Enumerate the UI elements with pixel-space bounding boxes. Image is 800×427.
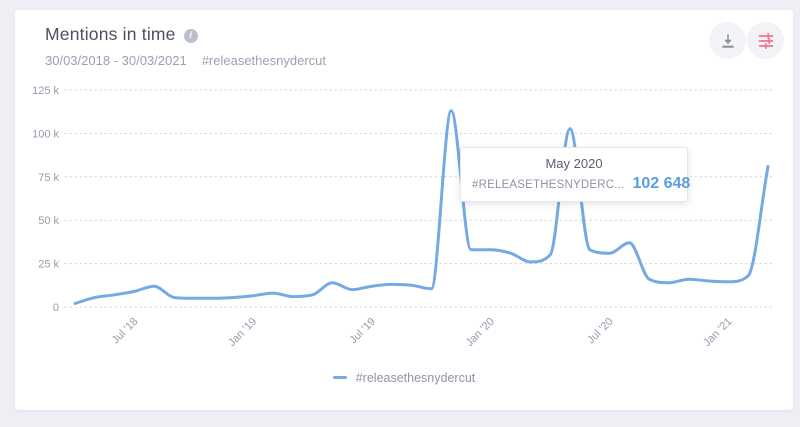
page-title: Mentions in time — [45, 24, 176, 44]
x-axis-label: Jul '19 — [347, 316, 378, 347]
info-icon[interactable]: i — [183, 28, 198, 43]
x-axis-label: Jul '18 — [110, 316, 141, 347]
y-axis-label: 125 k — [32, 85, 59, 97]
y-axis-label: 75 k — [38, 172, 59, 184]
legend-color-dash — [332, 376, 347, 379]
mentions-line-chart[interactable]: 0 25 k 50 k 75 k 100 k 125 k Jul '18 Jan '19 Jul… — [15, 10, 793, 370]
x-axis-label: Jan '21 — [701, 316, 734, 349]
tooltip-series-label: #RELEASETHESNYDERC... — [472, 179, 625, 191]
mentions-line-series[interactable] — [73, 109, 770, 305]
x-axis-label: Jul '20 — [585, 316, 616, 347]
download-icon — [721, 33, 734, 48]
y-axis-label: 100 k — [32, 128, 59, 140]
filter-settings-button[interactable] — [747, 22, 784, 59]
tooltip-row: #RELEASETHESNYDERC... 102 648 — [472, 175, 690, 193]
mentions-chart-card: Mentions in time i 30/03/2018 - 30/03/20… — [15, 10, 793, 410]
y-axis-label: 50 k — [38, 215, 59, 227]
header-actions — [709, 22, 784, 59]
y-axis-label: 0 — [53, 302, 59, 314]
query-hashtag: #releasethesnydercut — [201, 53, 326, 68]
chart-tooltip: May 2020 #RELEASETHESNYDERC... 102 648 — [460, 147, 690, 202]
legend-label: #releasethesnydercut — [355, 370, 476, 385]
sliders-icon — [758, 32, 773, 49]
x-axis-label: Jan '20 — [464, 316, 497, 349]
x-axis-label: Jan '19 — [226, 316, 259, 349]
card-header: Mentions in time i — [45, 24, 198, 45]
date-range: 30/03/2018 - 30/03/2021 — [45, 53, 187, 68]
tooltip-date: May 2020 — [545, 156, 603, 171]
tooltip-value: 102 648 — [632, 175, 691, 192]
y-axis-label: 25 k — [38, 259, 59, 271]
download-button[interactable] — [709, 22, 746, 59]
chart-legend[interactable]: #releasethesnydercut — [15, 370, 793, 385]
chart-subtitle: 30/03/2018 - 30/03/2021 #releasethesnyde… — [45, 53, 326, 68]
